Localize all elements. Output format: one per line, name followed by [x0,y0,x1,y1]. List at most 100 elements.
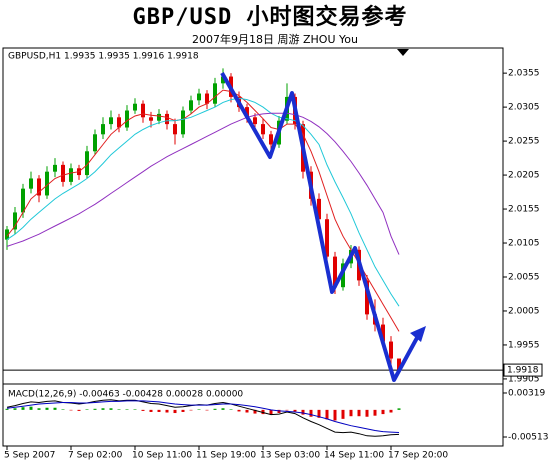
candle-body [213,83,217,104]
macd-histogram [101,408,105,410]
candle-body [221,76,225,84]
candle-body [381,324,385,342]
moving-average [6,112,400,255]
macd-histogram [341,409,345,419]
chart-title: GBP/USD 小时图交易参考 [133,4,408,30]
y-tick-label: 2.0105 [508,239,540,249]
macd-histogram [29,406,33,410]
x-tick-label: 14 Sep 11:00 [324,451,384,461]
shift-marker [397,49,409,56]
candle-body [37,178,41,196]
macd-y-tick-label: -0.00513 [508,433,548,443]
trend-annotation [220,72,420,382]
candle-body [45,171,49,196]
x-tick-label: 11 Sep 19:00 [196,451,256,461]
candle-body [325,219,329,257]
x-tick-label: 10 Sep 11:00 [132,451,192,461]
macd-histogram [37,408,41,410]
macd-histogram [269,409,273,415]
candle-body [29,178,33,189]
candle-body [125,110,129,128]
macd-histogram [245,409,249,413]
candle-body [365,280,369,315]
candle-body [205,93,209,104]
macd-histogram [45,407,49,410]
chart-header: GBPUSD,H1 1.9935 1.9935 1.9916 1.9918 [8,52,199,62]
y-tick-label: 1.9955 [508,340,540,350]
macd-histogram [157,409,161,412]
candle-body [341,263,345,288]
macd-histogram [61,409,65,410]
macd-histogram [189,409,193,411]
candle-body [389,341,393,359]
candle-body [141,103,145,118]
moving-average [6,89,400,332]
macd-histogram [141,409,145,411]
macd-histogram [173,409,177,414]
signal-line [6,400,400,433]
macd-histogram [349,409,353,417]
macd-histogram [325,409,329,420]
candle-body [157,113,161,121]
candle-body [317,198,321,220]
y-tick-label: 2.0255 [508,137,540,147]
y-tick-label: 1.9905 [508,374,540,384]
y-tick-label: 2.0055 [508,272,540,282]
macd-histogram [69,409,73,411]
macd-histogram [357,409,361,417]
y-tick-label: 2.0155 [508,205,540,215]
x-tick-label: 13 Sep 03:00 [260,451,320,461]
macd-histogram [133,409,137,410]
macd-histogram [21,407,25,410]
macd-histogram [309,409,313,417]
macd-histogram [77,409,81,411]
candle-body [53,164,57,172]
candle-body [181,110,185,135]
candle-body [269,134,273,145]
macd-histogram [229,409,233,410]
chart-subtitle: 2007年9月18日 周游 ZHOU You [192,32,358,46]
moving-average [6,97,400,307]
macd-histogram [293,409,297,412]
macd-histogram [205,409,209,411]
candle-body [333,256,337,288]
candle-body [5,229,9,240]
macd-histogram [149,409,153,412]
macd-histogram [125,409,129,410]
candle-body [165,113,169,125]
candle-body [189,100,193,111]
y-tick-label: 2.0005 [508,306,540,316]
candle-body [133,103,137,111]
macd-histogram [5,408,9,410]
candle-body [101,124,105,135]
y-tick-label: 2.0355 [508,69,540,79]
macd-histogram [381,409,385,415]
macd-histogram [85,409,89,410]
price-label: 1.9918 [507,366,539,376]
candle-body [21,188,25,213]
macd-histogram [53,407,57,410]
candle-body [61,164,65,182]
macd-histogram [301,409,305,415]
macd-histogram [373,409,377,416]
macd-histogram [237,409,241,412]
candle-body [13,212,17,230]
x-tick-label: 5 Sep 2007 [4,451,55,461]
macd-label: MACD(12,26,9) -0.00463 -0.00428 0.00028 … [8,390,243,400]
candle-body [117,117,121,128]
macd-histogram [197,409,201,410]
plot-area: 2.0355 2.0305 2.0255 2.0205 2.0155 2.0105 2.00… [3,68,548,461]
macd-histogram [365,409,369,417]
macd-histogram [333,409,337,421]
macd-histogram [253,409,257,414]
candle-body [85,151,89,176]
candle-body [173,124,177,135]
candle-body [93,134,97,152]
candle-body [253,117,257,125]
x-tick-label: 17 Sep 20:00 [388,451,448,461]
candle-body [69,168,73,182]
candle-body [149,117,153,121]
y-tick-label: 2.0205 [508,171,540,181]
macd-histogram [317,409,321,418]
price-label-box [503,363,543,377]
